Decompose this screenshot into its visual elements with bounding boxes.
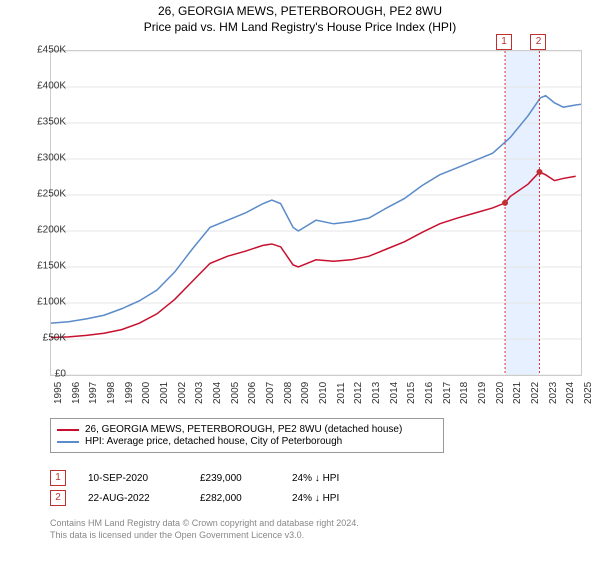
transaction-marker: 2 — [530, 34, 546, 50]
x-tick-label: 2024 — [565, 382, 576, 404]
transaction-date: 22-AUG-2022 — [88, 493, 178, 504]
x-tick-label: 2019 — [477, 382, 488, 404]
x-tick-label: 2003 — [194, 382, 205, 404]
legend-swatch — [57, 429, 79, 431]
y-tick-label: £450K — [37, 45, 66, 56]
legend-item: HPI: Average price, detached house, City… — [57, 436, 437, 447]
legend: 26, GEORGIA MEWS, PETERBOROUGH, PE2 8WU … — [50, 418, 444, 453]
x-tick-label: 2004 — [212, 382, 223, 404]
transaction-marker: 1 — [496, 34, 512, 50]
chart-title: 26, GEORGIA MEWS, PETERBOROUGH, PE2 8WU — [0, 4, 600, 18]
x-tick-label: 2015 — [406, 382, 417, 404]
x-tick-label: 1995 — [53, 382, 64, 404]
y-tick-label: £200K — [37, 225, 66, 236]
x-tick-label: 2001 — [159, 382, 170, 404]
legend-label: HPI: Average price, detached house, City… — [85, 436, 342, 447]
transaction-badge: 2 — [50, 490, 66, 506]
x-tick-label: 2005 — [230, 382, 241, 404]
table-row: 1 10-SEP-2020 £239,000 24% ↓ HPI — [50, 470, 339, 486]
y-tick-label: £50K — [43, 333, 66, 344]
x-tick-label: 1998 — [106, 382, 117, 404]
transaction-price: £239,000 — [200, 473, 270, 484]
x-tick-label: 2020 — [495, 382, 506, 404]
table-row: 2 22-AUG-2022 £282,000 24% ↓ HPI — [50, 490, 339, 506]
x-tick-label: 1997 — [88, 382, 99, 404]
x-tick-label: 2025 — [583, 382, 594, 404]
footer-text: Contains HM Land Registry data © Crown c… — [50, 518, 359, 541]
transaction-price: £282,000 — [200, 493, 270, 504]
y-tick-label: £400K — [37, 81, 66, 92]
x-tick-label: 2002 — [177, 382, 188, 404]
x-tick-label: 2014 — [389, 382, 400, 404]
y-tick-label: £150K — [37, 261, 66, 272]
x-tick-label: 2008 — [283, 382, 294, 404]
x-tick-label: 2007 — [265, 382, 276, 404]
x-tick-label: 2009 — [300, 382, 311, 404]
y-tick-label: £0 — [55, 369, 66, 380]
y-tick-label: £350K — [37, 117, 66, 128]
transaction-badge: 1 — [50, 470, 66, 486]
x-tick-label: 2000 — [141, 382, 152, 404]
y-tick-label: £250K — [37, 189, 66, 200]
x-tick-label: 2013 — [371, 382, 382, 404]
plot-area — [50, 50, 582, 376]
plot-svg — [51, 51, 581, 375]
x-tick-label: 2018 — [459, 382, 470, 404]
x-tick-label: 2006 — [247, 382, 258, 404]
footer-line: Contains HM Land Registry data © Crown c… — [50, 518, 359, 530]
legend-item: 26, GEORGIA MEWS, PETERBOROUGH, PE2 8WU … — [57, 424, 437, 435]
x-tick-label: 1996 — [71, 382, 82, 404]
x-tick-label: 1999 — [124, 382, 135, 404]
x-tick-label: 2023 — [548, 382, 559, 404]
x-tick-label: 2016 — [424, 382, 435, 404]
transaction-pct: 24% ↓ HPI — [292, 493, 339, 504]
y-tick-label: £300K — [37, 153, 66, 164]
x-tick-label: 2017 — [442, 382, 453, 404]
y-tick-label: £100K — [37, 297, 66, 308]
transaction-table: 1 10-SEP-2020 £239,000 24% ↓ HPI 2 22-AU… — [50, 466, 339, 510]
footer-line: This data is licensed under the Open Gov… — [50, 530, 359, 542]
legend-label: 26, GEORGIA MEWS, PETERBOROUGH, PE2 8WU … — [85, 424, 402, 435]
chart-subtitle: Price paid vs. HM Land Registry's House … — [0, 20, 600, 34]
x-tick-label: 2010 — [318, 382, 329, 404]
chart-container: 26, GEORGIA MEWS, PETERBOROUGH, PE2 8WU … — [0, 4, 600, 564]
x-tick-label: 2011 — [336, 382, 347, 404]
legend-swatch — [57, 441, 79, 443]
x-tick-label: 2022 — [530, 382, 541, 404]
x-tick-label: 2021 — [512, 382, 523, 404]
transaction-pct: 24% ↓ HPI — [292, 473, 339, 484]
x-tick-label: 2012 — [353, 382, 364, 404]
transaction-date: 10-SEP-2020 — [88, 473, 178, 484]
